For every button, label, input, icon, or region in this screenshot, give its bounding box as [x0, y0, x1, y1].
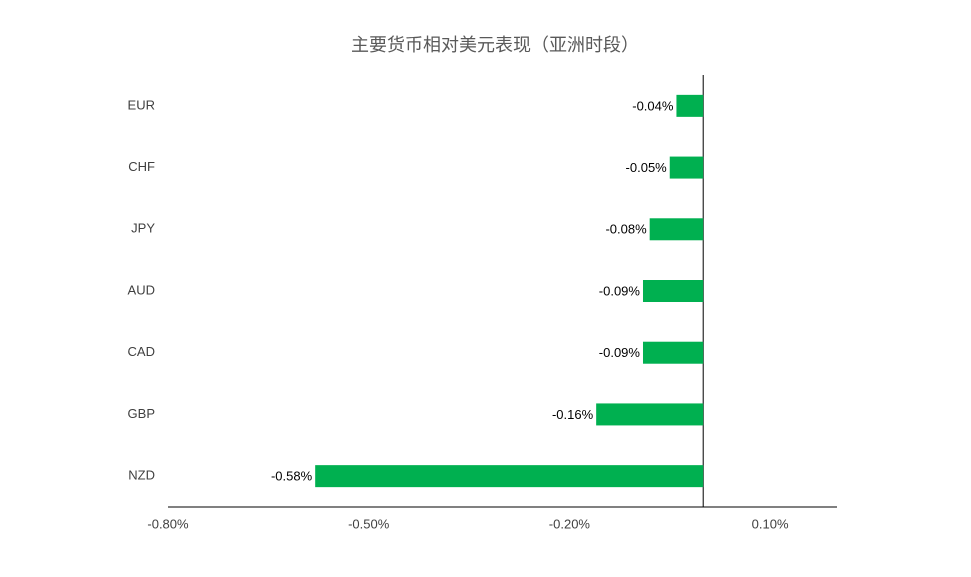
- data-label: -0.09%: [599, 345, 641, 360]
- data-label: -0.58%: [271, 469, 313, 484]
- y-tick-label: EUR: [128, 97, 155, 112]
- y-tick-label: CAD: [128, 344, 155, 359]
- data-label: -0.16%: [552, 407, 594, 422]
- data-label: -0.08%: [605, 222, 647, 237]
- x-tick-label: -0.80%: [147, 516, 189, 531]
- chart-title: 主要货币相对美元表现（亚洲时段）: [351, 35, 639, 56]
- bar: [676, 94, 704, 117]
- bar: [596, 403, 704, 426]
- y-tick-label: GBP: [128, 406, 155, 421]
- y-tick-label: JPY: [131, 221, 155, 236]
- bar: [642, 280, 704, 302]
- y-tick-label: CHF: [128, 159, 155, 174]
- data-label: -0.05%: [626, 160, 668, 175]
- x-tick-label: -0.20%: [549, 516, 591, 531]
- data-label: -0.04%: [632, 98, 674, 113]
- bar: [642, 341, 704, 364]
- data-label: -0.09%: [599, 283, 641, 298]
- y-tick-label: NZD: [128, 468, 155, 483]
- bar: [315, 465, 704, 488]
- bar: [649, 218, 704, 241]
- y-tick-label: AUD: [128, 282, 155, 297]
- bar: [669, 156, 704, 179]
- x-tick-label: -0.50%: [348, 516, 390, 531]
- x-tick-label: 0.10%: [752, 516, 789, 531]
